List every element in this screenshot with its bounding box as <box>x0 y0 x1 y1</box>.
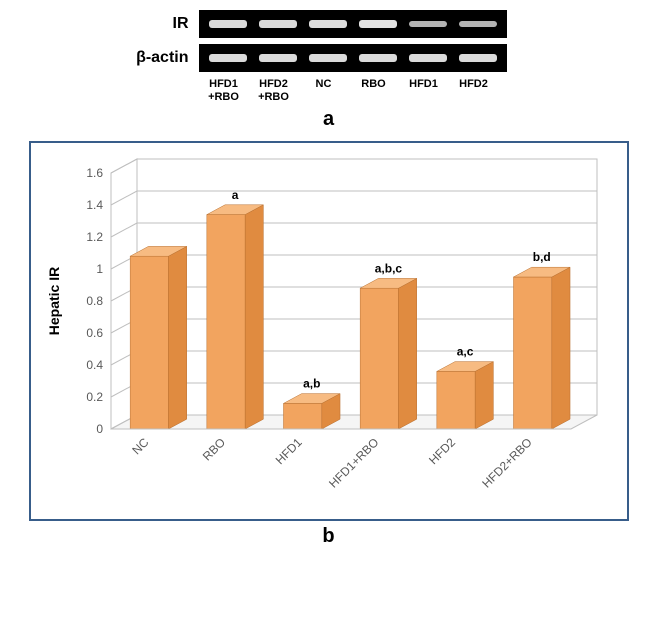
gel-row: IR <box>119 10 539 38</box>
svg-text:1.4: 1.4 <box>86 198 103 212</box>
lane-label: RBO <box>352 78 396 104</box>
svg-text:0.4: 0.4 <box>86 358 103 372</box>
bar <box>130 257 168 430</box>
gel-row: β-actin <box>119 44 539 72</box>
svg-text:0.8: 0.8 <box>86 294 103 308</box>
svg-text:1.6: 1.6 <box>86 166 103 180</box>
bar <box>513 277 551 429</box>
category-label: HFD1+RBO <box>326 436 381 491</box>
svg-text:0.2: 0.2 <box>86 390 103 404</box>
bar <box>360 289 398 430</box>
gel-strip <box>199 10 507 38</box>
gel-strip <box>199 44 507 72</box>
svg-text:0.6: 0.6 <box>86 326 103 340</box>
gel-band <box>409 54 447 63</box>
bar <box>436 372 474 430</box>
category-label: RBO <box>199 436 227 464</box>
panel-b-label: b <box>10 525 647 548</box>
bar-annotation: a,b <box>303 377 320 391</box>
bar-annotation: a,b,c <box>374 262 402 276</box>
lane-label: HFD1 <box>402 78 446 104</box>
bar-annotation: b,d <box>532 251 550 265</box>
gel-lane-labels: HFD1+RBOHFD2+RBONCRBOHFD1HFD2 <box>199 78 499 104</box>
gel-band <box>459 21 497 28</box>
category-label: HFD2+RBO <box>479 436 534 491</box>
lane-label: HFD2+RBO <box>252 78 296 104</box>
svg-text:Hepatic IR: Hepatic IR <box>46 267 62 335</box>
panel-a-label: a <box>119 108 539 131</box>
panel-b-border: 0 0.2 0.4 0.6 0.8 1 1.2 1.4 1.6 Hepatic IR NC a RBO a… <box>29 141 629 521</box>
category-label: NC <box>129 435 151 457</box>
gel-band <box>359 20 397 29</box>
gel-row-label: β-actin <box>119 49 199 67</box>
gel-band <box>459 54 497 63</box>
gel-row-label: IR <box>119 15 199 33</box>
lane-label: HFD2 <box>452 78 496 104</box>
gel-band <box>309 20 347 29</box>
lane-label: HFD1+RBO <box>202 78 246 104</box>
bar <box>283 404 321 430</box>
svg-text:1: 1 <box>96 262 103 276</box>
bar-annotation: a,c <box>456 345 473 359</box>
gel-band <box>259 20 297 29</box>
gel-band <box>209 54 247 63</box>
bar-chart-3d: 0 0.2 0.4 0.6 0.8 1 1.2 1.4 1.6 Hepatic IR NC a RBO a… <box>41 153 617 509</box>
gel-band <box>309 54 347 63</box>
gel-band <box>359 54 397 63</box>
panel-a: IRβ-actin HFD1+RBOHFD2+RBONCRBOHFD1HFD2 … <box>119 10 539 131</box>
gel-band <box>409 21 447 28</box>
bar-annotation: a <box>231 188 238 202</box>
category-label: HFD2 <box>426 435 458 467</box>
gel-band <box>259 54 297 63</box>
svg-text:1.2: 1.2 <box>86 230 103 244</box>
svg-text:0: 0 <box>96 422 103 436</box>
lane-label: NC <box>302 78 346 104</box>
bar <box>206 215 244 429</box>
gel-band <box>209 20 247 29</box>
category-label: HFD1 <box>272 435 304 467</box>
